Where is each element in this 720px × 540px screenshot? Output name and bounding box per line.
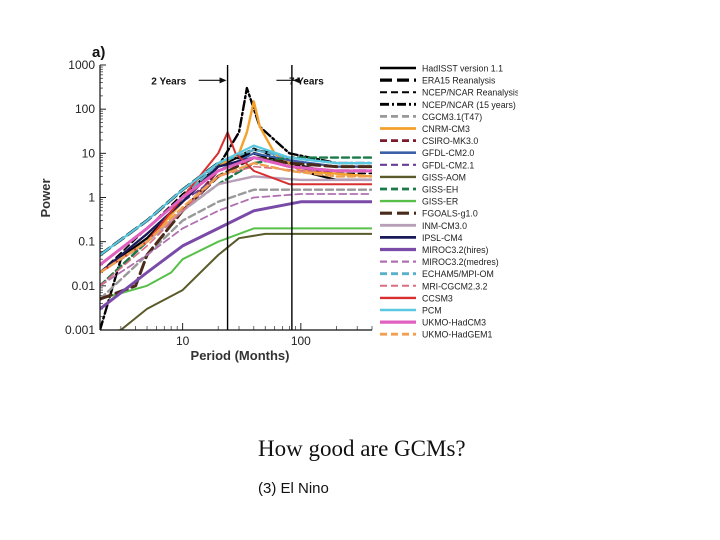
legend-entry: NCEP/NCAR (15 years)	[422, 100, 516, 110]
series-line	[100, 193, 372, 287]
legend: HadISST version 1.1 ERA15 Reanalysis NCEP/…	[380, 64, 520, 340]
series-line	[100, 156, 372, 267]
legend-entry: HadISST version 1.1	[422, 64, 503, 74]
series-line	[100, 227, 372, 301]
legend-entry: CNRM-CM3	[422, 124, 470, 134]
legend-entry: CCSM3	[422, 293, 453, 303]
legend-entry: MIROC3.2(hires)	[422, 245, 489, 255]
series-line	[100, 188, 372, 301]
legend-entry: GFDL-CM2.0	[422, 148, 474, 158]
enso-power-spectrum-figure: a) 1000 100 10 1 0.1 0.01 0.001 10 100 2 Years 7 Y…	[38, 44, 520, 363]
x-axis-label: Period (Months)	[191, 348, 290, 363]
legend-entry: UKMO-HadCM3	[422, 318, 486, 328]
annotation-label: 2 Years	[151, 76, 186, 87]
series-line	[115, 232, 372, 330]
y-tick-label: 0.1	[78, 235, 95, 249]
legend-entry: MIROC3.2(medres)	[422, 257, 499, 267]
y-tick-label: 0.01	[72, 279, 96, 293]
legend-entry: NCEP/NCAR Reanalysis	[422, 88, 520, 98]
y-tick-label: 100	[75, 102, 95, 116]
legend-entry: PCM	[422, 306, 442, 316]
annotation-arrowhead	[292, 77, 300, 84]
series-line	[100, 131, 372, 274]
legend-entry: UKMO-HadGEM1	[422, 330, 492, 340]
slide-title: How good are GCMs?	[258, 436, 466, 461]
x-tick-label: 100	[291, 334, 311, 348]
series-line	[100, 200, 372, 311]
y-axis-label: Power	[38, 178, 53, 217]
legend-entry: GFDL-CM2.1	[422, 160, 474, 170]
legend-entry: ECHAM5/MPI-OM	[422, 269, 494, 279]
series-group	[100, 86, 372, 330]
plot-area: 1000 100 10 1 0.1 0.01 0.001 10 100 2 Years 7 Year…	[65, 58, 373, 348]
x-tick-label: 10	[176, 334, 190, 348]
annotation-arrowhead	[219, 77, 227, 84]
legend-entry: GISS-AOM	[422, 172, 466, 182]
y-tick-label: 1000	[68, 58, 95, 72]
series-line	[100, 86, 372, 330]
legend-entry: INM-CM3.0	[422, 221, 467, 231]
series-line	[100, 144, 372, 257]
y-tick-label: 1	[88, 191, 95, 205]
legend-entry: IPSL-CM4	[422, 233, 463, 243]
legend-entry: CSIRO-MK3.0	[422, 136, 478, 146]
legend-entry: ERA15 Reanalysis	[422, 76, 496, 86]
panel-label: a)	[92, 44, 105, 61]
legend-entry: GISS-EH	[422, 185, 458, 195]
series-line	[100, 161, 372, 274]
legend-entry: MRI-CGCM2.3.2	[422, 281, 488, 291]
legend-entry: GISS-ER	[422, 197, 458, 207]
y-tick-label: 10	[82, 146, 96, 160]
legend-entry: CGCM3.1(T47)	[422, 112, 482, 122]
slide-subtitle: (3) El Nino	[258, 480, 329, 497]
annotation-label: 7 Years	[289, 76, 324, 87]
legend-entry: FGOALS-g1.0	[422, 209, 478, 219]
y-tick-label: 0.001	[65, 323, 95, 337]
